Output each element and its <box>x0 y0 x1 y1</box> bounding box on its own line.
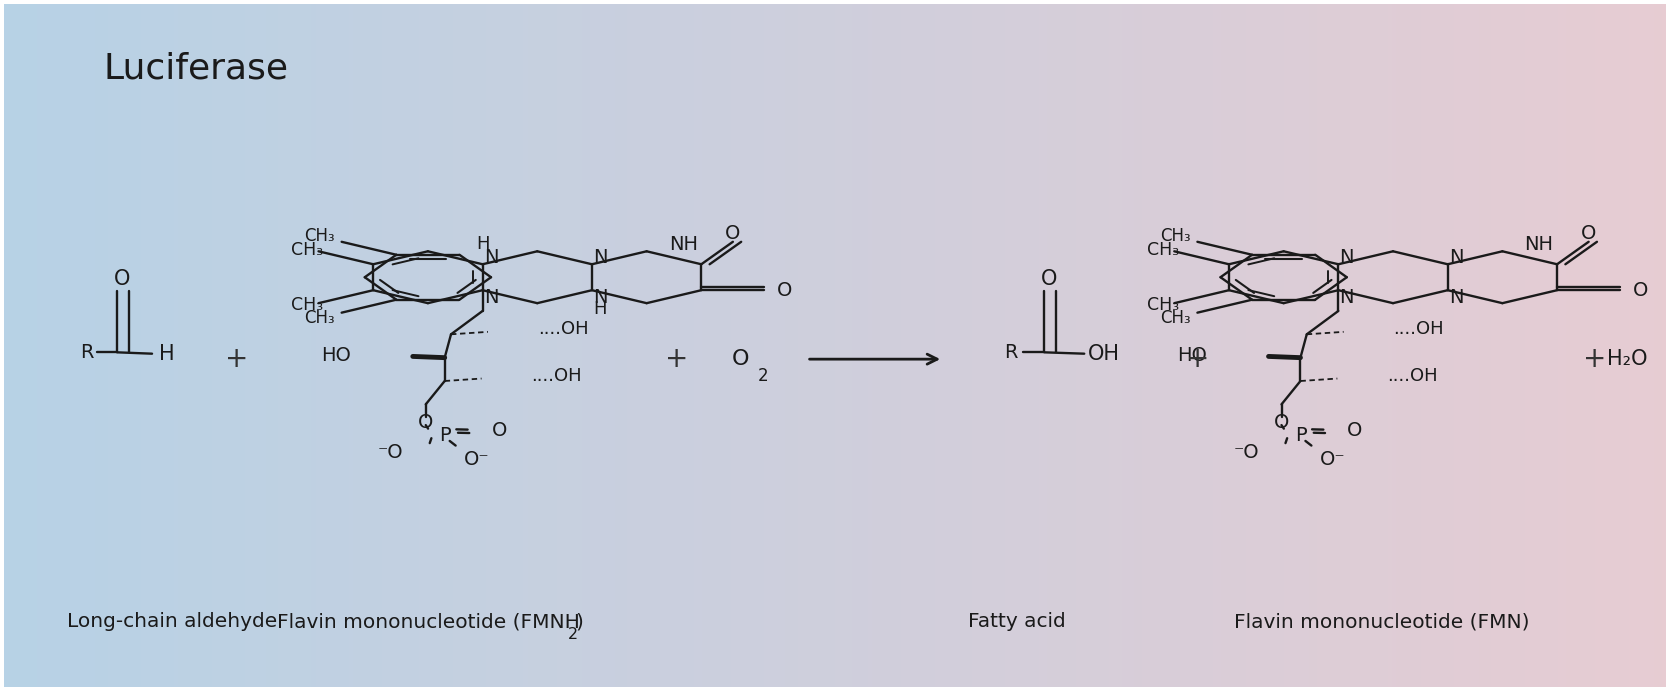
Text: H₂O: H₂O <box>1607 349 1648 369</box>
Text: NH: NH <box>1525 235 1553 254</box>
Text: H: H <box>476 235 489 253</box>
Text: N: N <box>484 287 498 307</box>
Text: H: H <box>593 301 606 319</box>
Text: CH₃: CH₃ <box>291 241 322 259</box>
Text: +: + <box>665 345 688 373</box>
Text: N: N <box>484 248 498 267</box>
Text: O: O <box>777 281 792 300</box>
Text: N: N <box>1339 287 1354 307</box>
Text: Luciferase: Luciferase <box>104 52 289 86</box>
Text: CH₃: CH₃ <box>304 309 336 327</box>
Text: P: P <box>1294 426 1306 445</box>
Text: O: O <box>1633 281 1648 300</box>
Text: OH: OH <box>1089 343 1121 363</box>
Text: O⁻: O⁻ <box>464 450 489 468</box>
Text: CH₃: CH₃ <box>291 296 322 314</box>
Text: ⁻O: ⁻O <box>377 443 402 462</box>
Text: Fatty acid: Fatty acid <box>969 612 1065 632</box>
Text: +: + <box>1186 345 1209 373</box>
Text: ⁻O: ⁻O <box>1232 443 1259 462</box>
Text: ....OH: ....OH <box>1393 320 1445 338</box>
Text: +: + <box>1583 345 1607 373</box>
Text: CH₃: CH₃ <box>304 227 336 245</box>
Text: N: N <box>593 287 608 307</box>
Text: O: O <box>418 413 434 432</box>
Text: ): ) <box>576 612 583 632</box>
Text: O: O <box>1040 269 1057 289</box>
Text: O: O <box>1348 421 1363 439</box>
Text: O: O <box>725 224 740 243</box>
Text: O: O <box>114 269 130 289</box>
Text: Flavin mononucleotide (FMN): Flavin mononucleotide (FMN) <box>1234 612 1530 632</box>
Text: P: P <box>439 426 451 445</box>
Text: O: O <box>491 421 508 439</box>
Text: R: R <box>80 343 94 362</box>
Text: ....OH: ....OH <box>1388 367 1438 385</box>
Text: N: N <box>1450 248 1463 267</box>
Text: CH₃: CH₃ <box>1147 296 1179 314</box>
Text: ....OH: ....OH <box>531 367 583 385</box>
Text: O: O <box>731 349 750 369</box>
Text: N: N <box>593 248 608 267</box>
Text: CH₃: CH₃ <box>1161 227 1191 245</box>
Text: R: R <box>1004 343 1017 362</box>
Text: HO: HO <box>1177 346 1207 365</box>
Text: 2: 2 <box>758 367 768 385</box>
Text: Flavin mononucleotide (FMNH: Flavin mononucleotide (FMNH <box>277 612 579 632</box>
Text: O: O <box>1581 224 1597 243</box>
Text: +: + <box>225 345 249 373</box>
Text: O: O <box>1274 413 1289 432</box>
Text: CH₃: CH₃ <box>1161 309 1191 327</box>
Text: N: N <box>1450 287 1463 307</box>
Text: HO: HO <box>321 346 351 365</box>
Text: NH: NH <box>668 235 698 254</box>
Text: N: N <box>1339 248 1354 267</box>
Text: ....OH: ....OH <box>538 320 588 338</box>
Text: O⁻: O⁻ <box>1319 450 1346 468</box>
Text: CH₃: CH₃ <box>1147 241 1179 259</box>
Text: 2: 2 <box>568 627 578 642</box>
Text: H: H <box>159 344 175 364</box>
Text: Long-chain aldehyde: Long-chain aldehyde <box>67 612 277 632</box>
